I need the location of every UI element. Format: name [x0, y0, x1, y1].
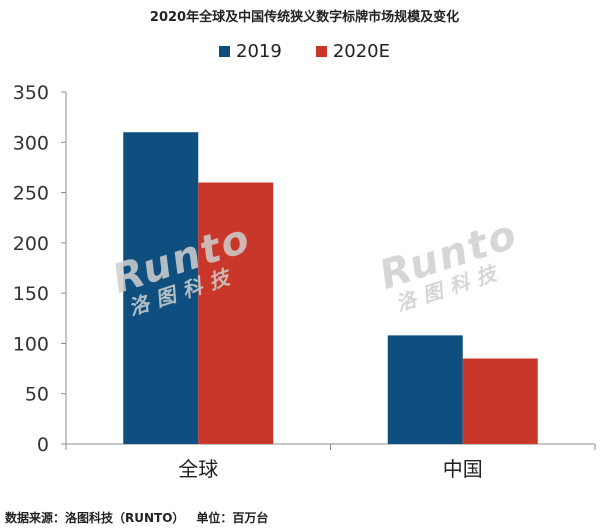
bar-2020e-1	[462, 358, 538, 444]
unit-text: 单位：百万台	[196, 511, 269, 525]
footer-source: 数据来源：洛图科技（RUNTO） 单位：百万台	[5, 509, 268, 526]
x-tick-label: 中国	[443, 457, 483, 481]
legend: 2019 2020E	[0, 41, 609, 62]
legend-item-2019: 2019	[219, 41, 282, 62]
legend-label-2019: 2019	[236, 41, 282, 62]
bar-2020e-0	[198, 182, 274, 444]
source-text: 数据来源：洛图科技（RUNTO）	[5, 511, 185, 525]
y-tick-label: 150	[13, 283, 49, 305]
y-tick-label: 250	[13, 183, 49, 205]
y-tick-label: 200	[13, 233, 49, 255]
y-tick-label: 300	[13, 132, 49, 154]
y-tick-label: 100	[13, 333, 49, 355]
legend-item-2020e: 2020E	[315, 41, 390, 62]
y-tick-label: 50	[25, 384, 49, 406]
y-tick-label: 350	[13, 82, 49, 104]
bar-2019-1	[387, 335, 463, 444]
legend-label-2020e: 2020E	[332, 41, 390, 62]
bar-2019-0	[123, 132, 199, 444]
legend-swatch-2020e	[315, 46, 327, 57]
chart-title: 2020年全球及中国传统狭义数字标牌市场规模及变化	[149, 10, 460, 25]
x-tick-label: 全球	[178, 457, 218, 481]
y-tick-label: 0	[37, 434, 49, 456]
legend-swatch-2019	[219, 46, 230, 57]
